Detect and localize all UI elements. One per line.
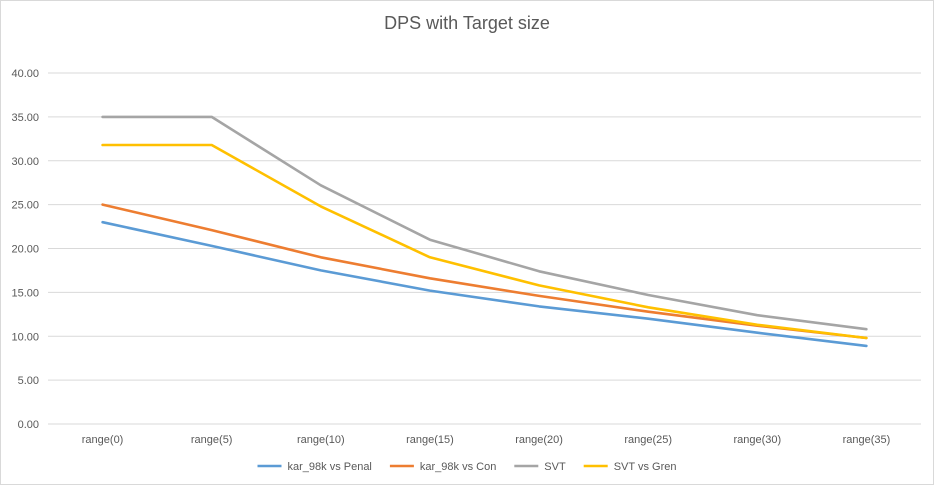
x-tick-label: range(5): [191, 434, 233, 446]
series-line: [101, 115, 868, 331]
legend-label: kar_98k vs Con: [420, 461, 496, 473]
legend-label: kar_98k vs Penal: [288, 461, 372, 473]
y-tick-label: 40.00: [11, 68, 39, 80]
y-tick-label: 0.00: [18, 419, 39, 431]
y-tick-label: 15.00: [11, 287, 39, 299]
x-tick-label: range(25): [624, 434, 672, 446]
legend-item: kar_98k vs Penal: [257, 461, 372, 473]
series-line: [101, 203, 868, 340]
x-tick-label: range(20): [515, 434, 563, 446]
x-axis-tick-labels: range(0) range(5) range(10) range(15) range(…: [82, 434, 891, 446]
series-line: [101, 143, 868, 340]
y-tick-label: 10.00: [11, 331, 39, 343]
y-tick-label: 30.00: [11, 156, 39, 168]
x-tick-label: range(15): [406, 434, 454, 446]
x-tick-label: range(35): [843, 434, 891, 446]
series-line: [101, 220, 868, 348]
y-axis-tick-labels: 0.00 5.00 10.00 15.00 20.00 25.00 30.00 35.00 40…: [11, 68, 39, 431]
x-tick-label: range(10): [297, 434, 345, 446]
y-tick-label: 20.00: [11, 244, 39, 256]
legend-item: SVT vs Gren: [583, 461, 677, 473]
legend-item: SVT: [514, 461, 566, 473]
gridlines: [48, 72, 921, 425]
y-tick-label: 5.00: [18, 375, 39, 387]
legend-label: SVT: [544, 461, 566, 473]
legend-item: kar_98k vs Con: [389, 461, 496, 473]
series-lines: [101, 115, 868, 348]
chart-title: DPS with Target size: [384, 13, 550, 33]
y-tick-label: 25.00: [11, 200, 39, 212]
x-tick-label: range(0): [82, 434, 124, 446]
x-tick-label: range(30): [733, 434, 781, 446]
legend: kar_98k vs Penal kar_98k vs Con SVT SVT vs …: [257, 461, 677, 473]
y-tick-label: 35.00: [11, 112, 39, 124]
legend-label: SVT vs Gren: [614, 461, 677, 473]
